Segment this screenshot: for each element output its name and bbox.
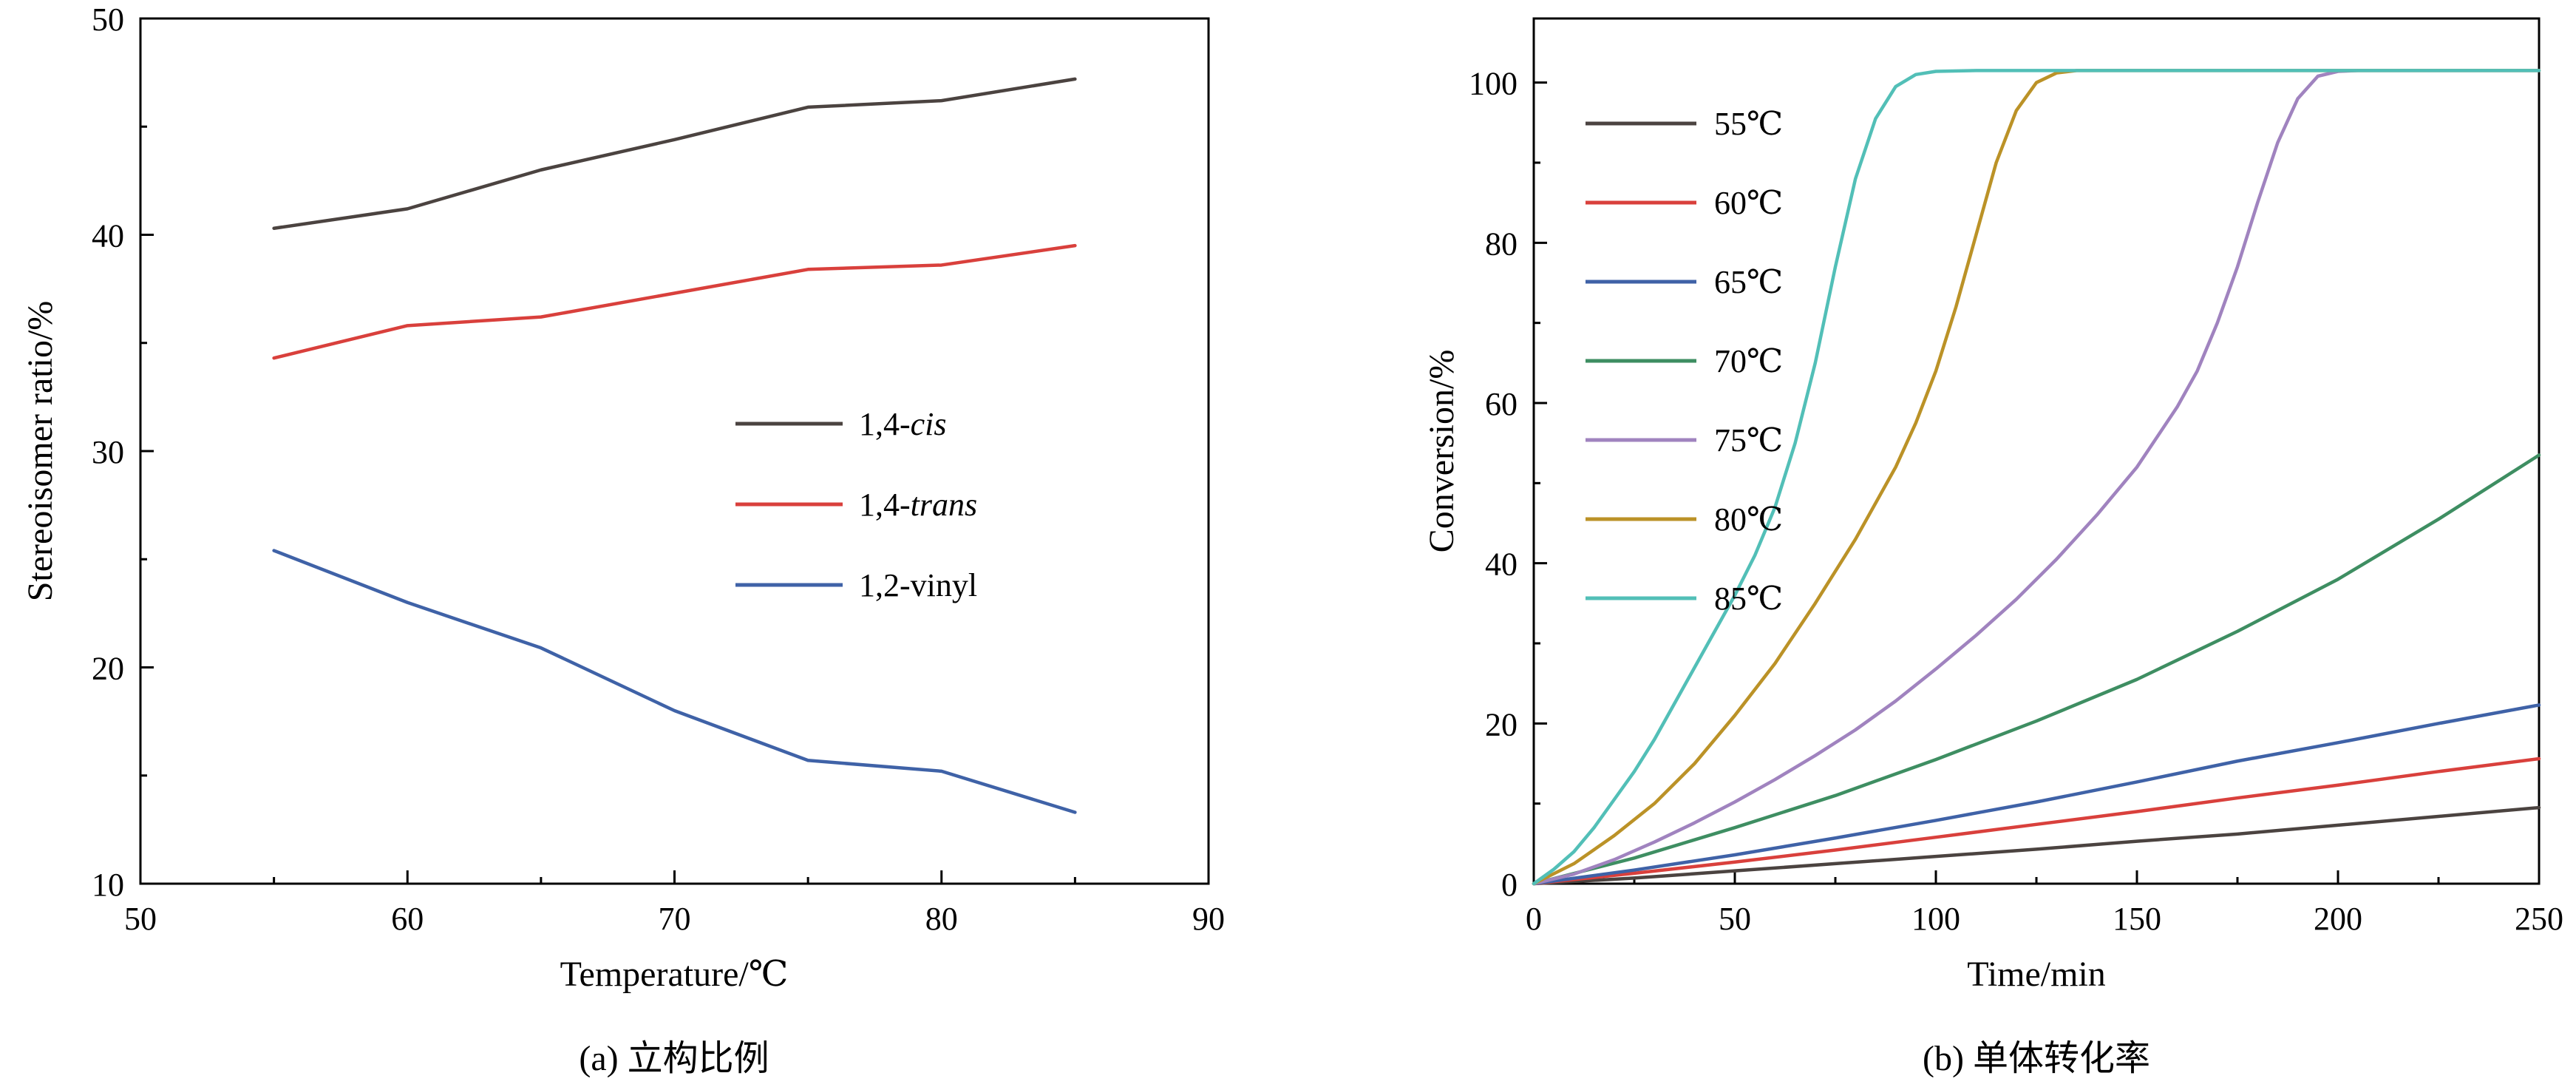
legend-label-85℃: 85℃: [1714, 580, 1783, 617]
x-tick-label: 0: [1526, 901, 1542, 937]
legend: 1,4-cis 1,4-trans 1,2-vinyl: [735, 406, 977, 603]
y-tick-label: 10: [92, 867, 124, 903]
chart-b-y-axis-title: Conversion/%: [1422, 349, 1461, 553]
x-tick-label: 250: [2515, 901, 2563, 937]
y-tick-label: 40: [92, 218, 124, 254]
x-tick-label: 80: [925, 901, 958, 937]
series-line-70℃: [1532, 453, 2541, 886]
y-tick-label: 20: [1485, 706, 1518, 742]
series-line-75℃: [1532, 69, 2541, 886]
legend-label-55℃: 55℃: [1714, 106, 1783, 142]
y-tick-label: 50: [92, 1, 124, 38]
series-curves: [272, 77, 1077, 814]
chart-b-x-axis-title: Time/min: [1967, 955, 2106, 994]
chart-b-caption: (b) 单体转化率: [1923, 1039, 2150, 1078]
legend-label-1,4-trans: 1,4-trans: [859, 487, 977, 523]
chart-a-caption: (a) 立构比例: [579, 1039, 769, 1078]
y-tick-label: 80: [1485, 226, 1518, 262]
y-tick-label: 0: [1501, 867, 1518, 903]
tick-labels: 50 60 70 80 90 10 20 30 40 50: [92, 1, 1225, 937]
y-tick-label: 30: [92, 434, 124, 470]
series-line-1,4-trans: [272, 243, 1077, 360]
x-tick-label: 70: [659, 901, 691, 937]
legend: 55℃ 60℃ 65℃ 70℃ 75℃ 80℃ 85℃: [1586, 106, 1783, 617]
tick-marks: [139, 17, 1210, 885]
y-tick-label: 20: [92, 651, 124, 687]
legend-label-65℃: 65℃: [1714, 264, 1783, 300]
x-tick-label: 90: [1192, 901, 1225, 937]
legend-label-75℃: 75℃: [1714, 422, 1783, 458]
tick-labels: 0 50 100 150 200 250 0 20 40 60 80 100: [1469, 66, 2563, 937]
panel-a-stereoisomer-ratio: 50 60 70 80 90 10 20 30 40 50 1,4-cis 1,4-trans 1,2-…: [21, 1, 1225, 1078]
series-line-1,2-vinyl: [272, 549, 1077, 814]
x-tick-label: 50: [124, 901, 157, 937]
axes-frame: [1532, 17, 2541, 885]
legend-label-1,2-vinyl: 1,2-vinyl: [859, 567, 977, 603]
legend-label-80℃: 80℃: [1714, 501, 1783, 538]
x-tick-label: 200: [2314, 901, 2362, 937]
series-line-80℃: [1532, 69, 2541, 886]
y-tick-label: 100: [1469, 66, 1518, 102]
series-line-55℃: [1532, 805, 2541, 886]
legend-label-60℃: 60℃: [1714, 185, 1783, 221]
axes-frame: [139, 17, 1210, 885]
series-line-65℃: [1532, 703, 2541, 886]
chart-b-plot-area: 0 50 100 150 200 250 0 20 40 60 80 100 55℃ 60℃ 65℃ 70℃ 7…: [1469, 17, 2563, 937]
x-tick-label: 60: [391, 901, 424, 937]
x-tick-label: 100: [1911, 901, 1960, 937]
y-tick-label: 60: [1485, 386, 1518, 422]
legend-label-1,4-cis: 1,4-cis: [859, 406, 947, 442]
series-line-1,4-cis: [272, 77, 1077, 230]
legend-label-70℃: 70℃: [1714, 343, 1783, 379]
y-tick-label: 40: [1485, 546, 1518, 583]
series-line-85℃: [1532, 69, 2541, 886]
panel-b-monomer-conversion: 0 50 100 150 200 250 0 20 40 60 80 100 55℃ 60℃ 65℃ 70℃ 7…: [1290, 0, 2576, 1090]
chart-a-plot-area: 50 60 70 80 90 10 20 30 40 50 1,4-cis 1,4-trans 1,2-…: [92, 1, 1225, 937]
x-tick-label: 150: [2113, 901, 2161, 937]
series-curves: [1532, 69, 2541, 886]
x-tick-label: 50: [1719, 901, 1751, 937]
chart-a-y-axis-title: Stereoisomer ratio/%: [21, 300, 60, 602]
chart-a-x-axis-title: Temperature/℃: [560, 955, 789, 994]
series-line-60℃: [1532, 756, 2541, 886]
